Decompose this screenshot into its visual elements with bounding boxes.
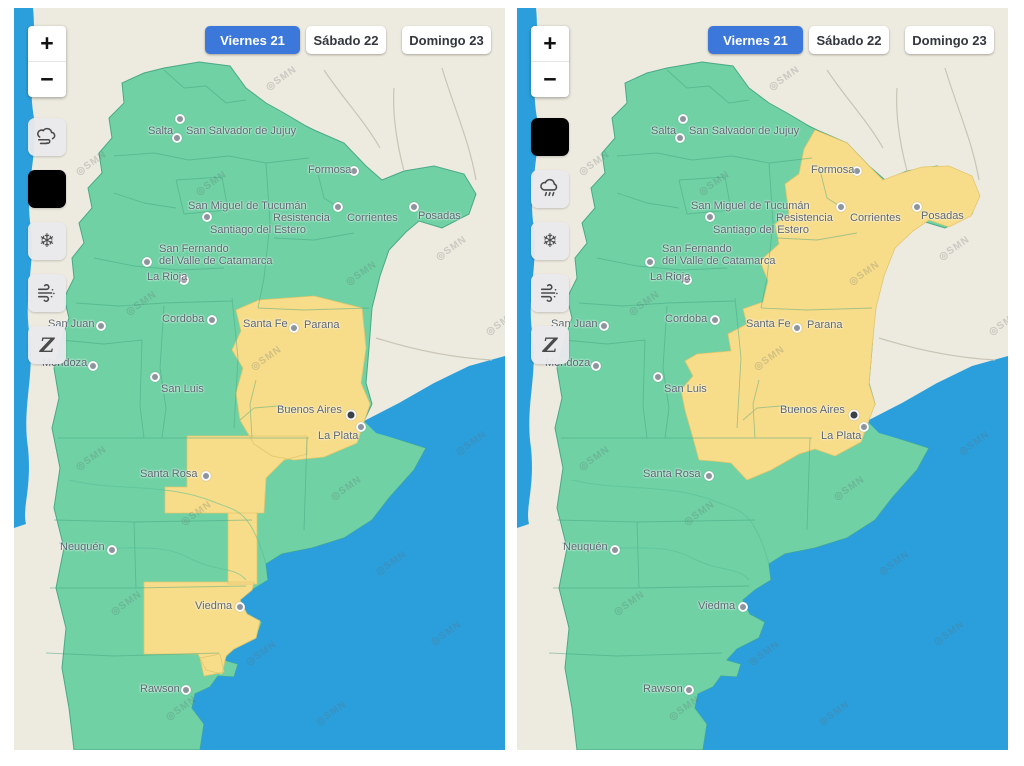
rain-cloud-icon (539, 178, 561, 200)
dust-alert-button[interactable] (531, 274, 569, 312)
snowflake-icon: ❄ (542, 230, 558, 252)
tab-domingo-23[interactable]: Domingo 23 (402, 26, 491, 54)
snowflake-icon: ❄ (39, 230, 55, 252)
day-tabs: Viernes 21 Sábado 22 Domingo 23 (708, 26, 994, 54)
argentina-map[interactable] (14, 8, 505, 750)
tab-sabado-22[interactable]: Sábado 22 (809, 26, 889, 54)
snow-alert-button[interactable]: ❄ (28, 222, 66, 260)
rain-alert-button[interactable] (531, 170, 569, 208)
tab-viernes-21[interactable]: Viernes 21 (708, 26, 803, 54)
rain-alert-button[interactable] (28, 170, 66, 208)
snow-alert-button[interactable]: ❄ (531, 222, 569, 260)
zonda-icon: Z (39, 333, 55, 357)
dust-alert-button[interactable] (28, 274, 66, 312)
alert-region-yellow (143, 295, 371, 677)
tab-sabado-22[interactable]: Sábado 22 (306, 26, 386, 54)
zoom-in-button[interactable]: + (543, 30, 557, 56)
zonda-alert-button[interactable]: Z (531, 326, 569, 364)
day-tabs: Viernes 21 Sábado 22 Domingo 23 (205, 26, 491, 54)
map-panel-rain-alerts: ◎SMN ◎SMN ◎SMN ◎SMN ◎SMN ◎SMN ◎SMN ◎SMN ◎SMN ◎SMN… (14, 8, 505, 750)
zoom-control: + − (28, 26, 66, 97)
dust-wind-icon (36, 282, 58, 304)
wind-icon (36, 126, 58, 148)
wind-alert-button[interactable] (531, 118, 569, 156)
zoom-out-button[interactable]: − (531, 61, 569, 97)
dust-wind-icon (539, 282, 561, 304)
map-panel-wind-alerts: ◎SMN ◎SMN ◎SMN ◎SMN ◎SMN ◎SMN ◎SMN ◎SMN ◎SMN ◎SMN… (517, 8, 1008, 750)
hazard-toolbar: ❄ Z (28, 118, 66, 364)
zonda-icon: Z (542, 333, 558, 357)
tab-domingo-23[interactable]: Domingo 23 (905, 26, 994, 54)
zoom-in-button[interactable]: + (40, 30, 54, 56)
argentina-map[interactable] (517, 8, 1008, 750)
zoom-out-button[interactable]: − (28, 61, 66, 97)
wind-alert-button[interactable] (28, 118, 66, 156)
zonda-alert-button[interactable]: Z (28, 326, 66, 364)
hazard-toolbar: ❄ Z (531, 118, 569, 364)
tab-viernes-21[interactable]: Viernes 21 (205, 26, 300, 54)
zoom-control: + − (531, 26, 569, 97)
